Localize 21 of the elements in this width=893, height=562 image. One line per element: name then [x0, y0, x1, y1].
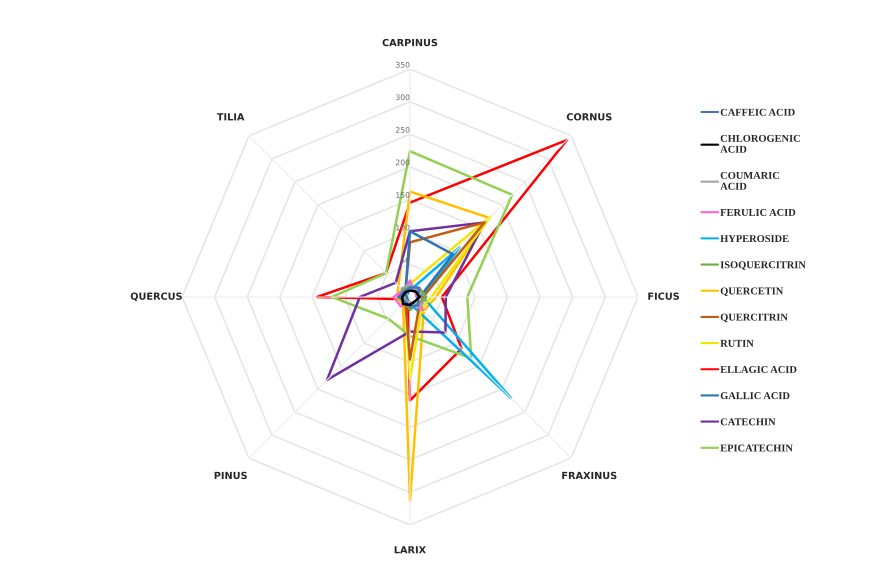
legend-label: COUMARIC ACID — [720, 172, 780, 190]
spoke-label: PINUS — [214, 472, 247, 480]
legend-label: CATECHIN — [720, 418, 776, 426]
spoke-label: LARIX — [394, 546, 426, 554]
legend-label: HYPEROSIDE — [720, 235, 789, 242]
legend-label: QUERCETIN — [720, 287, 784, 296]
spoke-label: TILIA — [216, 113, 244, 120]
legend-label: CHLOROGENIC ACID — [720, 134, 800, 153]
legend-label: CAFFEIC ACID — [720, 108, 795, 116]
spoke-label: CORNUS — [566, 113, 612, 121]
legend-label: RUTIN — [720, 340, 754, 347]
legend-label: ISOQUERCITRIN — [720, 261, 806, 270]
spoke-label: CARPINUS — [382, 38, 438, 46]
legend-label: QUERCITRIN — [720, 314, 788, 322]
legend-label: EPICATECHIN — [720, 444, 793, 452]
spoke-label: FRAXINUS — [562, 472, 616, 480]
legend-label: FERULIC ACID — [720, 208, 796, 216]
spoke-label: QUERCUS — [130, 292, 182, 302]
spoke-label: FICUS — [648, 292, 679, 300]
legend-label: ELLAGIC ACID — [720, 366, 796, 373]
legend-label: GALLIC ACID — [720, 392, 790, 400]
